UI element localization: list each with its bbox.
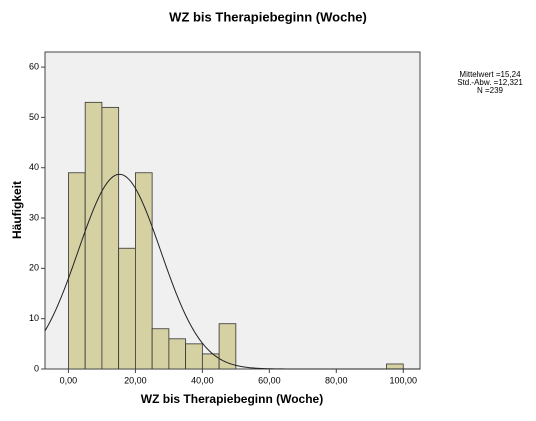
chart-title: WZ bis Therapiebeginn (Woche) [169,9,367,24]
bar [218,323,237,370]
bar [201,353,220,370]
y-tick-label: 40 [29,162,39,172]
stats-label: Std.-Abw. =12,321 [457,78,523,87]
x-tick-label: 80,00 [325,375,348,385]
y-tick-label: 10 [29,313,39,323]
y-tick-label: 50 [29,112,39,122]
bar [151,328,170,370]
x-tick-label: 100,00 [389,375,417,385]
y-tick-label: 30 [29,212,39,222]
y-tick-label: 60 [29,61,39,71]
bar [84,101,103,370]
bar [185,343,203,370]
x-tick-label: 60,00 [258,375,281,385]
x-tick-label: 40,00 [191,375,214,385]
stats-label: N =239 [477,86,504,95]
x-axis-label: WZ bis Therapiebeginn (Woche) [141,392,323,406]
normal-curve [44,173,420,370]
y-axis-label: Häufigkeit [10,181,24,239]
bar [168,338,187,370]
x-tick-label: 0,00 [60,375,78,385]
y-tick-label: 0 [34,363,39,373]
x-tick-label: 20,00 [124,375,147,385]
bar [386,363,404,370]
bar [135,172,153,370]
y-tick-label: 20 [29,263,39,273]
bar [118,247,136,370]
bar [101,106,120,370]
stats-label: Mittelwert =15,24 [459,70,521,79]
